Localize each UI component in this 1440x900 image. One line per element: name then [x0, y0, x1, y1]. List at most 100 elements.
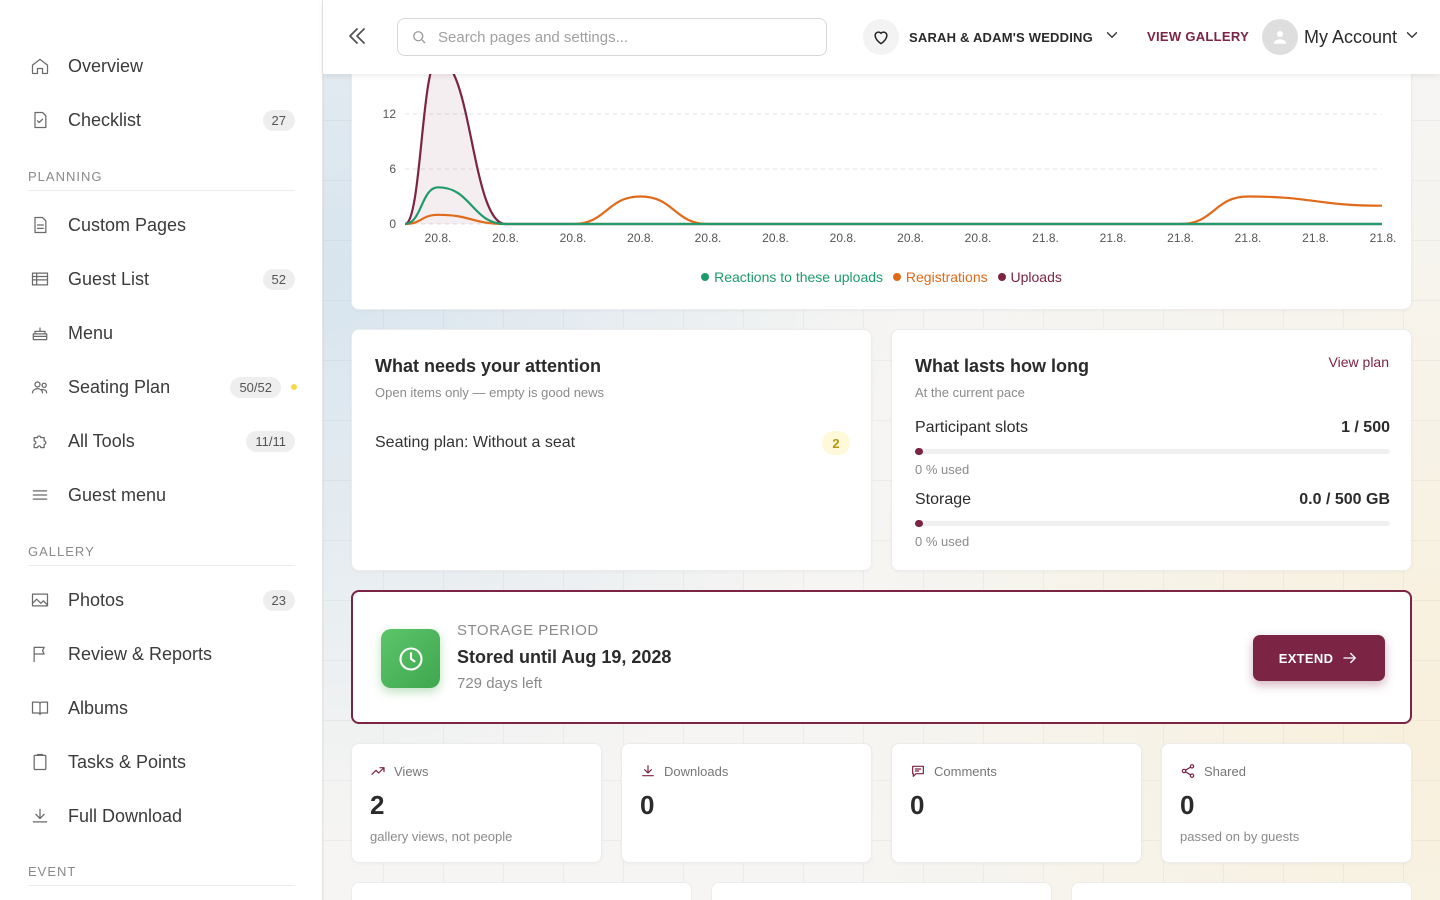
account-label: My Account — [1304, 26, 1398, 47]
event-switcher[interactable]: SARAH & ADAM'S WEDDING — [863, 18, 1121, 56]
sidebar-item-seating-plan[interactable]: Seating Plan 50/52 — [28, 367, 297, 407]
legend-item-uploads[interactable]: Uploads — [997, 269, 1062, 285]
x-tick-label: 20.8. — [492, 231, 519, 245]
top-bar: SARAH & ADAM'S WEDDING VIEW GALLERY My A… — [323, 0, 1440, 74]
series-line-reactions — [404, 186, 1382, 226]
stat-card-views: Views 2 gallery views, not people — [351, 743, 602, 863]
legend-item-reactions[interactable]: Reactions to these uploads — [701, 269, 883, 285]
storage-period-title: Stored until Aug 19, 2028 — [457, 647, 672, 667]
y-tick-label: 12 — [383, 107, 397, 121]
image-icon — [28, 588, 52, 612]
section-label-planning: PLANNING — [28, 169, 295, 191]
series-line-uploads — [404, 57, 1382, 226]
people-icon — [28, 375, 52, 399]
home-icon — [28, 54, 52, 78]
usage-title: What lasts how long — [915, 356, 1089, 376]
cake-icon — [28, 321, 52, 345]
sidebar-item-custom-pages[interactable]: Custom Pages — [28, 205, 295, 245]
stat-card-downloads: Downloads 0 — [621, 743, 872, 863]
sidebar-item-menu[interactable]: Menu — [28, 313, 295, 353]
user-icon — [1274, 31, 1286, 44]
sidebar-item-all-tools[interactable]: All Tools 11/11 — [28, 421, 295, 461]
stat-value: 0 — [910, 790, 925, 820]
sidebar-item-full-download[interactable]: Full Download — [28, 796, 295, 836]
sidebar-item-guest-menu[interactable]: Guest menu — [28, 475, 295, 515]
view-plan-link[interactable]: View plan — [1328, 354, 1389, 370]
attention-title: What needs your attention — [375, 356, 602, 376]
checklist-icon — [28, 108, 52, 132]
attention-count-badge: 2 — [822, 431, 850, 455]
extend-button[interactable]: EXTEND — [1253, 635, 1385, 681]
x-tick-label: 20.8. — [830, 231, 857, 245]
stat-card-shared: Shared 0 passed on by guests — [1161, 743, 1412, 863]
metric-used: 0 % used — [915, 534, 970, 549]
x-tick-label: 20.8. — [560, 231, 587, 245]
sidebar-item-albums[interactable]: Albums — [28, 688, 295, 728]
stat-label: Comments — [934, 763, 997, 779]
stat-label: Downloads — [664, 763, 729, 779]
series-area-uploads — [405, 59, 1382, 224]
sidebar-item-photos[interactable]: Photos 23 — [28, 580, 295, 620]
attention-item[interactable]: Seating plan: Without a seat 2 — [375, 431, 850, 455]
metric-value: 0.0 / 500 GB — [1299, 491, 1390, 508]
sidebar-item-label: Overview — [68, 55, 144, 76]
sidebar-item-review-reports[interactable]: Review & Reports — [28, 634, 295, 674]
heart-icon — [863, 19, 899, 55]
stat-value: 0 — [640, 790, 655, 820]
sidebar-item-label: Custom Pages — [68, 214, 187, 235]
storage-period-kicker: STORAGE PERIOD — [457, 622, 599, 639]
sidebar-item-label: Menu — [68, 322, 114, 343]
sidebar-item-checklist[interactable]: Checklist 27 — [28, 100, 295, 140]
activity-chart-card: 0 6 12 20.8. 20.8. 20.8. 20.8. 20.8. 20.8. 20.8. 2… — [351, 40, 1412, 310]
clipboard-icon — [28, 750, 52, 774]
attention-card: What needs your attention Open items onl… — [351, 329, 872, 571]
x-tick-label: 20.8. — [762, 231, 789, 245]
x-tick-label: 21.8. — [1235, 231, 1262, 245]
usage-subtitle: At the current pace — [915, 385, 1025, 400]
account-menu[interactable]: My Account — [1262, 18, 1421, 56]
x-tick-label: 20.8. — [897, 231, 924, 245]
sidebar-item-label: Full Download — [68, 805, 183, 826]
activity-chart: 0 6 12 20.8. 20.8. 20.8. 20.8. 20.8. 20.8. 20.8. 2… — [383, 57, 1396, 245]
progress-fill — [915, 520, 923, 527]
view-gallery-link[interactable]: VIEW GALLERY — [1147, 29, 1250, 44]
chart-legend: Reactions to these uploads Registrations… — [352, 269, 1411, 285]
search-input[interactable] — [438, 28, 808, 46]
x-tick-label: 21.8. — [1032, 231, 1059, 245]
double-chevron-left-icon — [349, 28, 365, 44]
x-tick-label: 20.8. — [965, 231, 992, 245]
x-tick-label: 21.8. — [1167, 231, 1194, 245]
avatar — [1262, 19, 1298, 55]
sidebar-item-label: Tasks & Points — [68, 751, 187, 772]
y-tick-label: 6 — [389, 162, 396, 176]
attention-dot — [291, 384, 297, 390]
sidebar-item-guest-list[interactable]: Guest List 52 — [28, 259, 295, 299]
stat-card-comments: Comments 0 — [891, 743, 1142, 863]
x-tick-label: 20.8. — [627, 231, 654, 245]
arrow-right-icon — [1343, 652, 1357, 664]
storage-metric: Storage 0.0 / 500 GB 0 % used — [915, 491, 1390, 549]
series-line-registrations — [404, 195, 1383, 226]
metric-value: 1 / 500 — [1341, 419, 1390, 436]
legend-item-registrations[interactable]: Registrations — [892, 269, 988, 285]
progress-fill — [915, 448, 923, 455]
search-field[interactable] — [397, 18, 827, 56]
share-icon — [1181, 764, 1195, 778]
stat-label: Views — [394, 763, 429, 779]
sidebar-item-label: Guest menu — [68, 484, 167, 505]
sidebar-item-overview[interactable]: Overview — [28, 46, 295, 86]
collapse-sidebar-button[interactable] — [345, 24, 371, 50]
attention-item-label: Seating plan: Without a seat — [375, 434, 576, 451]
section-label-event: EVENT — [28, 864, 295, 886]
progress-bar — [915, 448, 1390, 455]
x-tick-label: 20.8. — [425, 231, 452, 245]
extend-label: EXTEND — [1278, 650, 1334, 666]
metric-label: Storage — [915, 491, 972, 508]
sidebar-item-tasks-points[interactable]: Tasks & Points — [28, 742, 295, 782]
usage-card: What lasts how long At the current pace … — [891, 329, 1412, 571]
sidebar-item-label: Checklist — [68, 109, 142, 130]
menu-icon — [28, 483, 52, 507]
stat-value: 2 — [370, 790, 385, 820]
count-badge: 27 — [262, 109, 295, 131]
download-icon — [642, 765, 654, 777]
